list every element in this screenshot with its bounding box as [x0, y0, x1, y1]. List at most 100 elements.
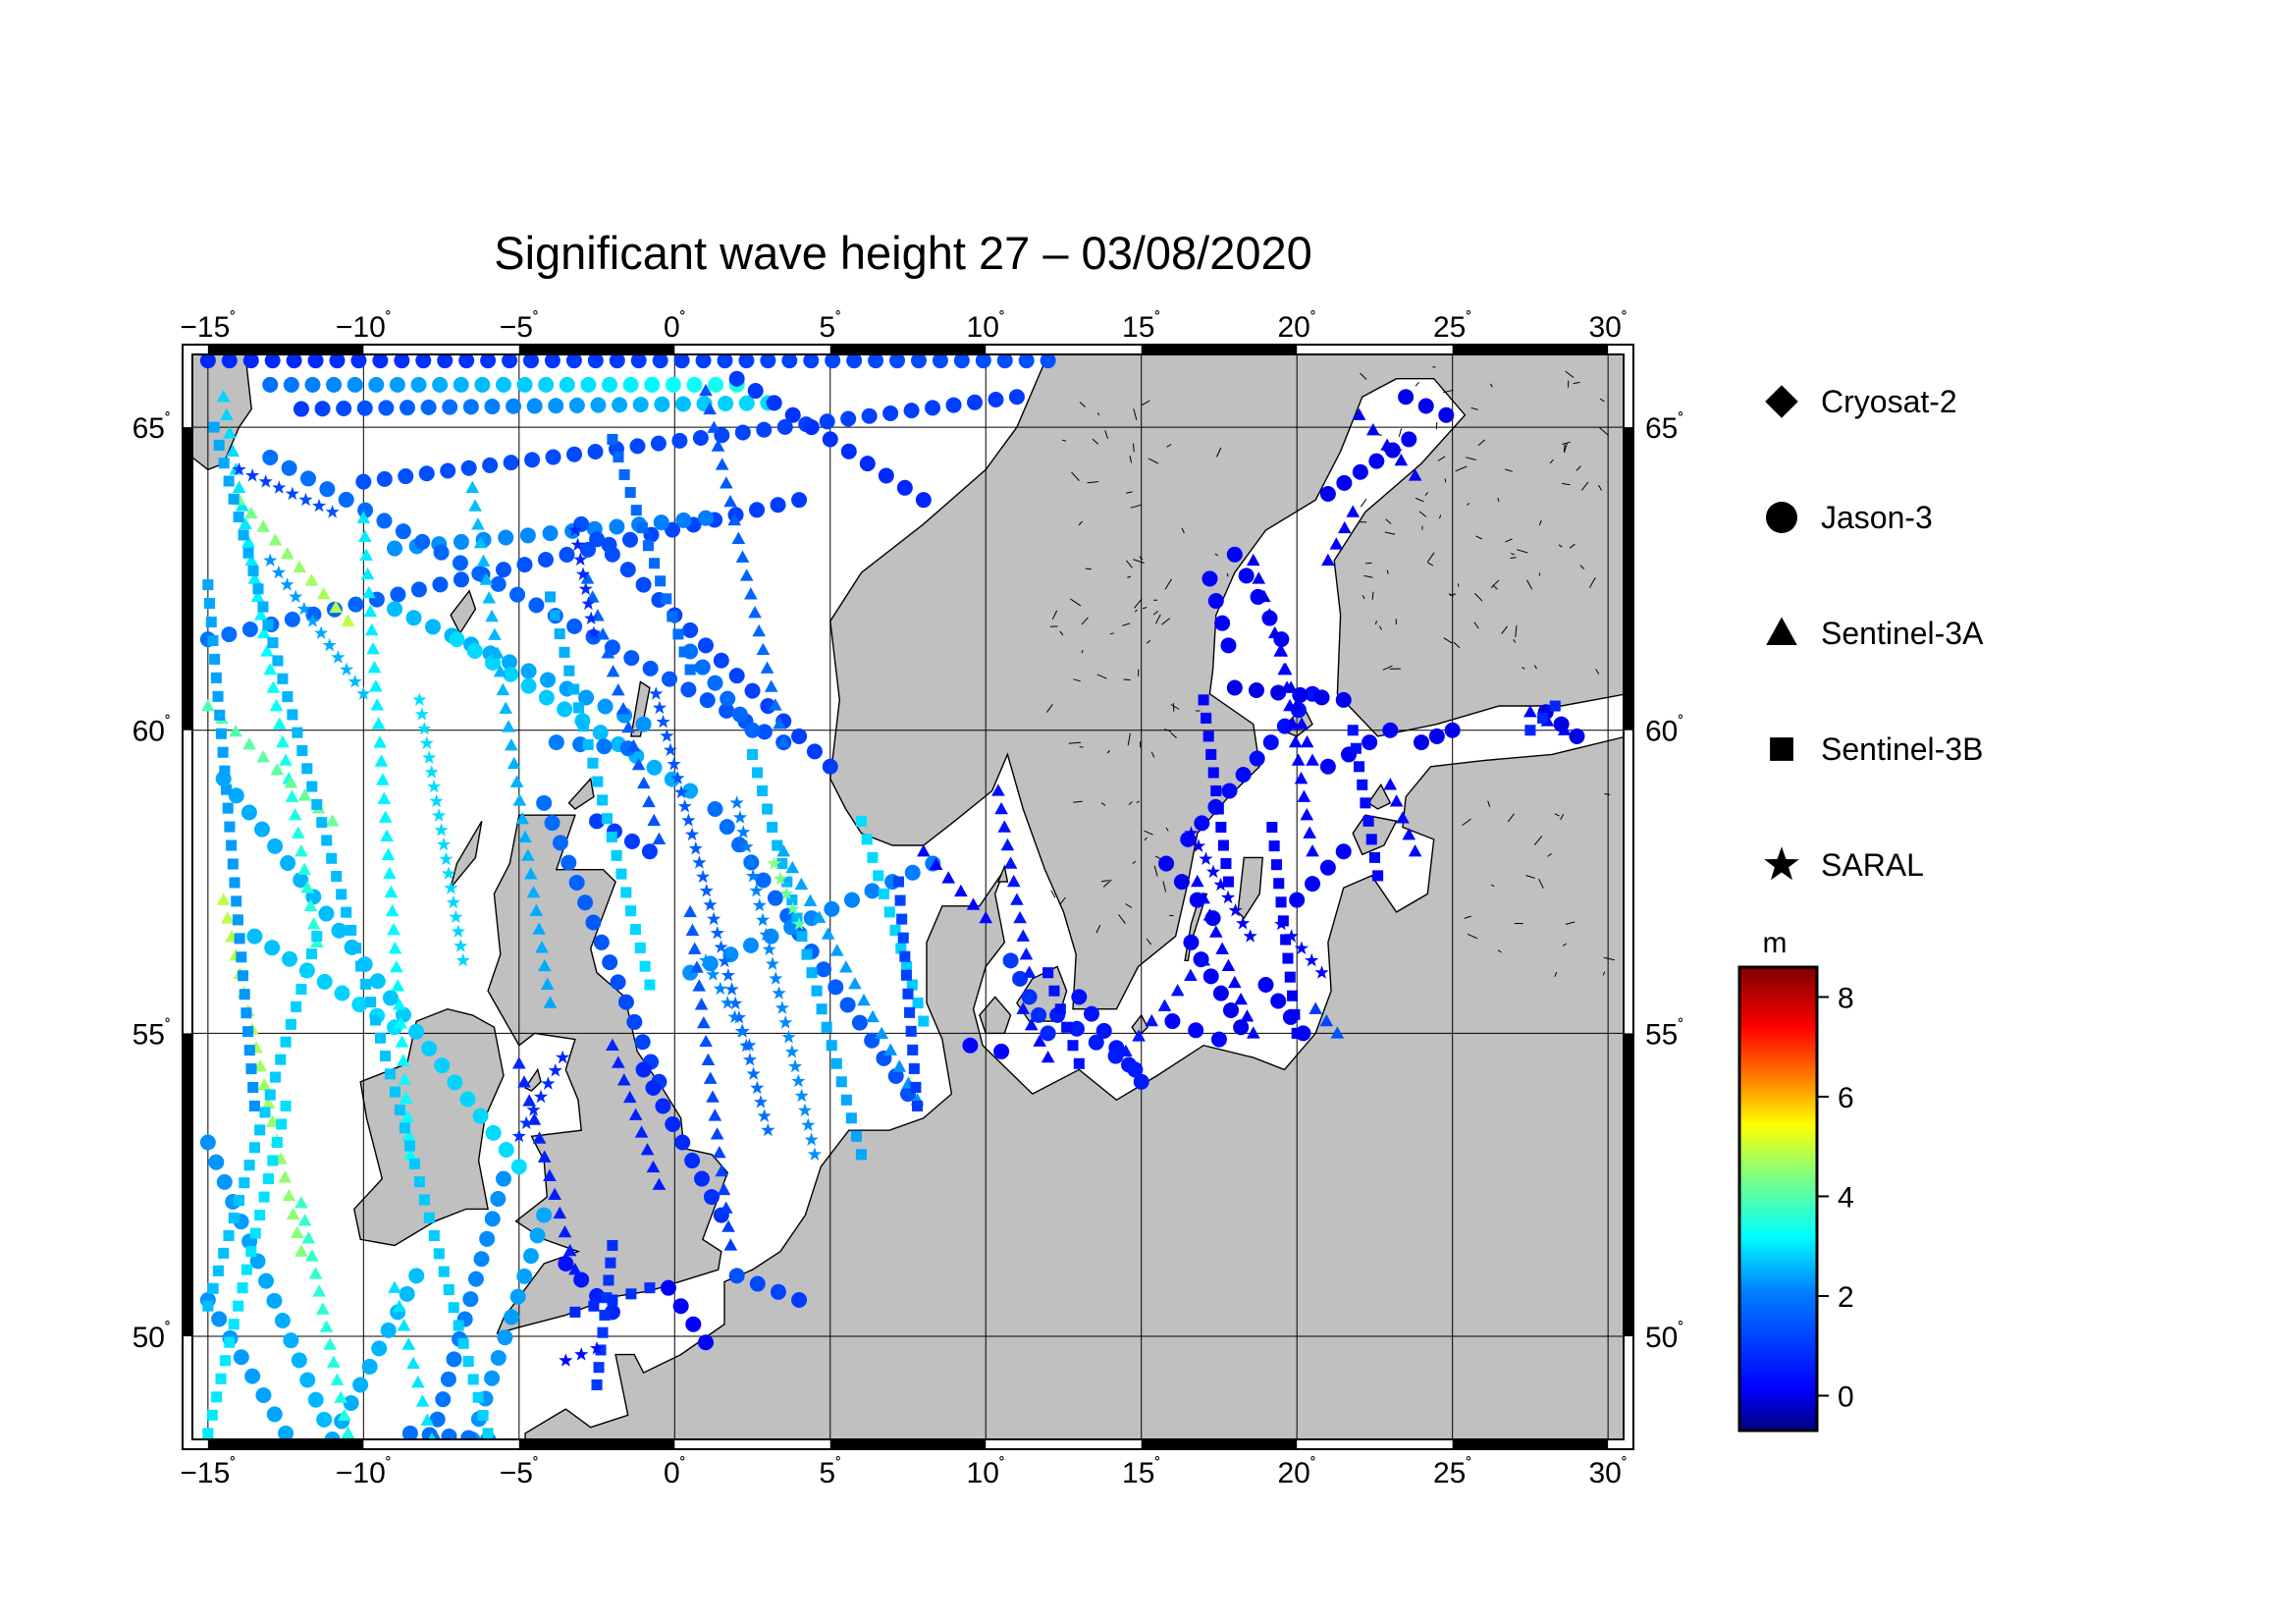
lon-tick-label-bottom: 15˚	[1122, 1455, 1160, 1489]
circle-observation-marker	[522, 1248, 539, 1265]
circle-observation-marker	[293, 872, 309, 889]
circle-observation-marker	[281, 460, 297, 476]
series-sentinel-3a	[201, 383, 1572, 1439]
circle-observation-marker	[756, 724, 773, 740]
triangle-observation-marker	[366, 641, 380, 655]
star-observation-marker	[356, 686, 371, 700]
circle-observation-marker	[602, 376, 618, 393]
frame-bar	[207, 345, 364, 354]
lake-mark	[1424, 491, 1429, 497]
circle-observation-marker	[390, 586, 406, 603]
star-observation-marker	[1213, 877, 1228, 892]
triangle-observation-marker	[385, 903, 400, 917]
triangle-observation-marker	[266, 680, 281, 693]
circle-observation-marker	[1202, 968, 1219, 985]
circle-observation-marker	[1214, 615, 1231, 631]
triangle-observation-marker	[708, 1109, 722, 1121]
square-observation-marker	[597, 794, 609, 806]
square-observation-marker	[757, 784, 769, 796]
square-observation-marker	[428, 1230, 440, 1242]
lake-mark	[1444, 478, 1447, 483]
triangle-observation-marker	[1000, 838, 1015, 851]
triangle-observation-marker	[769, 698, 782, 711]
triangle-observation-marker	[1256, 589, 1271, 603]
triangle-observation-marker	[288, 808, 302, 821]
circle-observation-marker	[694, 659, 711, 676]
colorbar-tick-label: 0	[1838, 1380, 1854, 1413]
square-observation-marker	[240, 1007, 252, 1019]
triangle-observation-marker	[1246, 553, 1260, 567]
square-observation-marker	[661, 593, 672, 605]
star-observation-marker	[1184, 826, 1199, 839]
circle-observation-marker	[361, 1358, 378, 1375]
circle-observation-marker	[462, 1291, 479, 1308]
lake-mark	[1127, 732, 1131, 746]
star-observation-marker	[424, 765, 439, 779]
square-observation-marker	[582, 738, 594, 750]
square-observation-marker	[438, 1266, 450, 1277]
triangle-observation-marker	[473, 535, 488, 549]
circle-observation-marker	[742, 937, 759, 953]
square-observation-marker	[1270, 859, 1282, 871]
lake-mark	[1602, 971, 1606, 976]
circle-observation-marker	[334, 985, 350, 1001]
star-observation-marker	[271, 565, 286, 579]
triangle-observation-marker	[373, 735, 387, 748]
lake-mark	[1457, 583, 1460, 587]
square-observation-marker	[1067, 1040, 1079, 1052]
triangle-observation-marker	[606, 1038, 619, 1051]
circle-observation-marker	[498, 529, 514, 546]
circle-observation-marker	[1305, 876, 1321, 893]
square-observation-marker	[899, 950, 911, 962]
lake-mark	[1562, 943, 1568, 947]
lon-tick-label-top: −10˚	[336, 309, 392, 344]
circle-observation-marker	[242, 354, 259, 369]
circle-observation-marker	[249, 1253, 266, 1270]
star-observation-marker	[670, 771, 685, 784]
circle-observation-marker	[466, 643, 483, 660]
triangle-observation-marker	[360, 567, 375, 580]
circle-observation-marker	[490, 1349, 507, 1366]
star-observation-marker	[794, 1088, 809, 1103]
lat-tick-label-left: 60˚	[133, 714, 171, 748]
triangle-observation-marker	[616, 1073, 631, 1086]
square-observation-marker	[639, 960, 651, 972]
star-observation-marker	[331, 650, 346, 664]
circle-observation-marker	[626, 1013, 643, 1030]
triangle-observation-marker	[721, 1219, 735, 1232]
circle-observation-marker	[766, 395, 782, 411]
circle-observation-marker	[394, 354, 410, 369]
lake-mark	[1148, 458, 1159, 464]
square-observation-marker	[624, 487, 636, 499]
lon-tick-label-top: 20˚	[1278, 309, 1316, 344]
star-observation-marker	[797, 1103, 813, 1117]
square-observation-marker	[209, 653, 221, 665]
circle-observation-marker	[316, 973, 333, 990]
triangle-observation-marker	[838, 960, 853, 973]
triangle-observation-marker	[509, 775, 524, 787]
star-observation-marker	[272, 480, 287, 494]
star-observation-marker	[804, 1132, 819, 1146]
lake-mark	[1599, 427, 1610, 436]
lake-mark	[1533, 836, 1543, 846]
square-observation-marker	[214, 709, 226, 721]
circle-observation-marker	[1031, 1006, 1047, 1023]
lake-mark	[1538, 878, 1544, 889]
square-observation-marker	[855, 815, 867, 827]
star-observation-marker	[1228, 902, 1243, 917]
circle-observation-marker	[415, 354, 432, 369]
star-observation-marker	[756, 912, 771, 927]
square-observation-marker	[285, 1018, 296, 1030]
circle-observation-marker	[425, 619, 442, 635]
circle-observation-marker	[1352, 463, 1368, 480]
circle-observation-marker	[945, 397, 962, 413]
square-observation-marker	[219, 1355, 231, 1367]
star-observation-marker	[451, 924, 465, 938]
triangle-observation-marker	[720, 476, 733, 489]
square-observation-marker	[212, 1265, 224, 1276]
lake-mark	[1464, 915, 1471, 919]
circle-observation-marker	[699, 692, 716, 709]
triangle-observation-marker	[756, 642, 771, 656]
circle-observation-marker	[471, 566, 488, 582]
star-observation-marker	[414, 707, 429, 721]
